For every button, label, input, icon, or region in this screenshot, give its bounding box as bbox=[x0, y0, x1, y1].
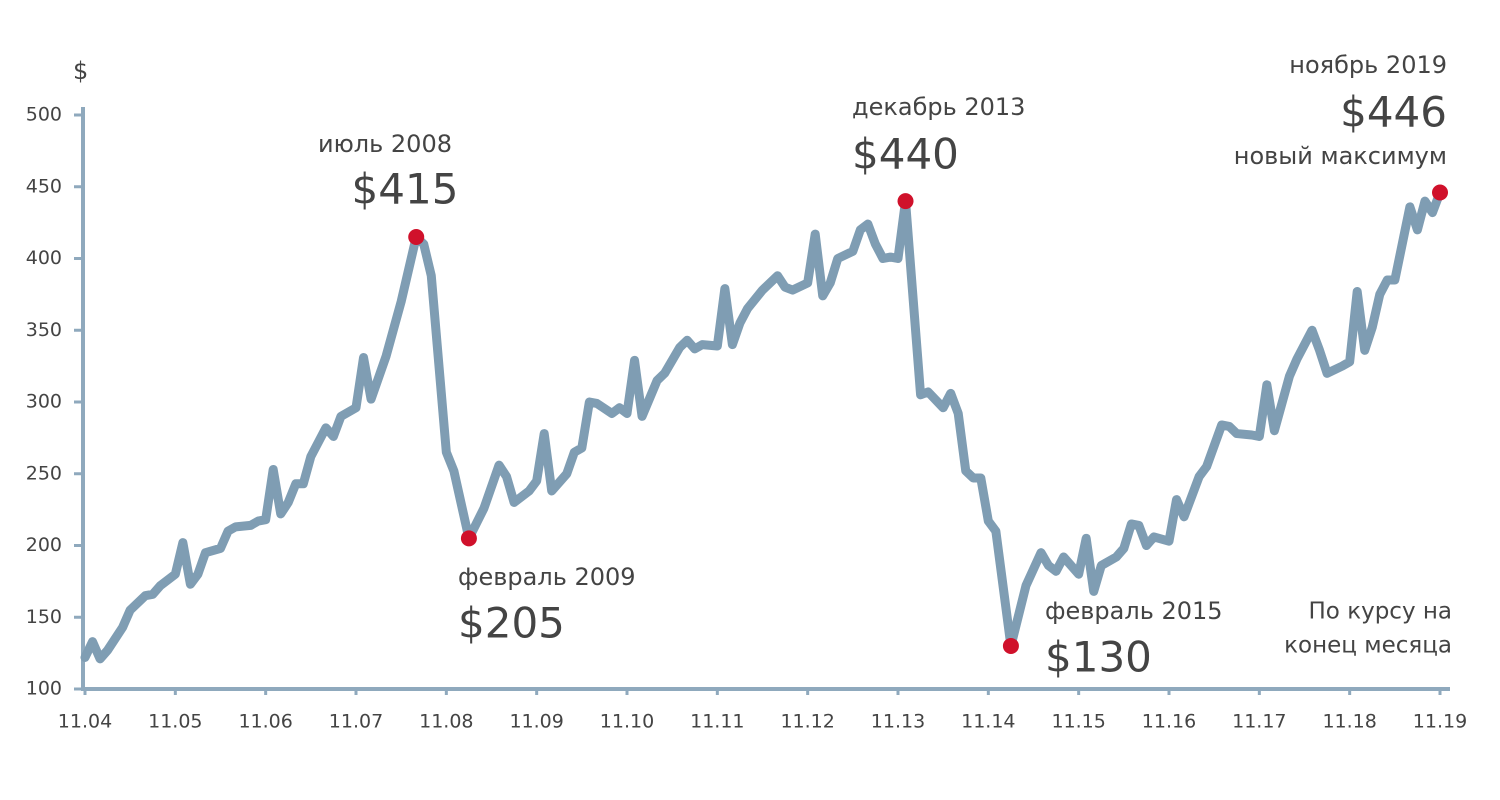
highlight-note: новый максимум bbox=[1234, 142, 1447, 170]
y-tick-label: 200 bbox=[26, 534, 62, 556]
highlight-point bbox=[1432, 184, 1448, 201]
x-tick-label: 11.10 bbox=[600, 711, 654, 733]
highlight-point bbox=[897, 193, 914, 210]
highlight-value: $205 bbox=[458, 599, 565, 648]
y-tick-label: 150 bbox=[26, 606, 62, 628]
y-tick-label: 500 bbox=[26, 104, 62, 126]
x-tick-label: 11.11 bbox=[690, 711, 744, 733]
highlight-point bbox=[1002, 637, 1019, 654]
note: По курсу на bbox=[1309, 599, 1452, 625]
highlight-point bbox=[408, 228, 425, 245]
y-axis-label: $ bbox=[73, 57, 88, 85]
highlight-value: $130 bbox=[1045, 633, 1152, 682]
highlight-label: ноябрь 2019 bbox=[1289, 51, 1447, 79]
x-tick-label: 11.05 bbox=[148, 711, 202, 733]
x-tick-label: 11.18 bbox=[1322, 711, 1376, 733]
x-tick-label: 11.06 bbox=[238, 711, 292, 733]
x-tick-label: 11.04 bbox=[58, 711, 112, 733]
highlight-label: февраль 2009 bbox=[458, 563, 636, 591]
highlight-value: $415 bbox=[352, 165, 459, 214]
line bbox=[80, 187, 1445, 664]
x-tick-label: 11.13 bbox=[871, 711, 925, 733]
x-tick-label: 11.19 bbox=[1413, 711, 1467, 733]
highlight-value: $446 bbox=[1340, 88, 1447, 137]
x-tick-label: 11.07 bbox=[329, 711, 383, 733]
y-tick-label: 400 bbox=[26, 247, 62, 269]
y-tick-label: 350 bbox=[26, 319, 62, 341]
x-tick-label: 11.09 bbox=[509, 711, 563, 733]
x-tick-label: 11.14 bbox=[961, 711, 1015, 733]
x-tick-label: 11.16 bbox=[1142, 711, 1196, 733]
x-tick-label: 11.17 bbox=[1232, 711, 1286, 733]
x-tick-label: 11.12 bbox=[780, 711, 834, 733]
y-tick-label: 100 bbox=[26, 678, 62, 700]
highlight-value: $440 bbox=[852, 130, 959, 179]
note: конец месяца bbox=[1284, 633, 1452, 659]
y-tick-label: 300 bbox=[26, 391, 62, 413]
x-tick-label: 11.08 bbox=[419, 711, 473, 733]
highlight-label: февраль 2015 bbox=[1045, 597, 1223, 625]
y-tick-label: 450 bbox=[26, 175, 62, 197]
x-tick-label: 11.15 bbox=[1051, 711, 1105, 733]
highlight-label: июль 2008 bbox=[318, 130, 452, 158]
highlight-point bbox=[460, 530, 477, 547]
y-tick-label: 250 bbox=[26, 462, 62, 484]
highlight-label: декабрь 2013 bbox=[852, 93, 1025, 121]
